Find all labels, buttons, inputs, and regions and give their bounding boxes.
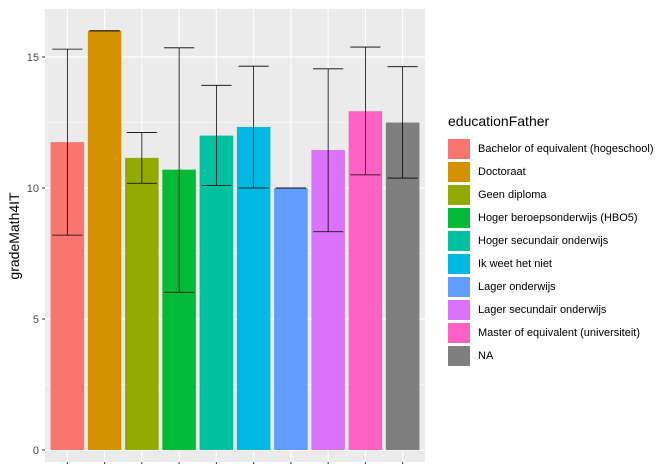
legend-label: Hoger beroepsonderwijs (HBO5) bbox=[478, 211, 638, 224]
legend-item: Hoger beroepsonderwijs (HBO5) bbox=[448, 206, 654, 229]
legend-key bbox=[448, 345, 470, 366]
bar-4 bbox=[199, 135, 234, 450]
legend-item: Lager secundair onderwijs bbox=[448, 298, 654, 321]
legend-item: Lager onderwijs bbox=[448, 275, 654, 298]
legend-key bbox=[448, 184, 470, 205]
legend-label: Lager onderwijs bbox=[478, 280, 556, 293]
legend-items: Bachelor of equivalent (hogeschool) Docto… bbox=[448, 137, 654, 367]
legend-label: Bachelor of equivalent (hogeschool) bbox=[478, 142, 654, 155]
legend-item: Doctoraat bbox=[448, 160, 654, 183]
legend-item: Hoger secundair onderwijs bbox=[448, 229, 654, 252]
legend-key bbox=[448, 230, 470, 251]
legend-key bbox=[448, 299, 470, 320]
legend-label: Lager secundair onderwijs bbox=[478, 303, 607, 316]
legend-key bbox=[448, 161, 470, 182]
legend-item: Ik weet het niet bbox=[448, 252, 654, 275]
error-bar-0 bbox=[52, 48, 83, 236]
legend-label: Geen diploma bbox=[478, 188, 547, 201]
legend-label: Master of equivalent (universiteit) bbox=[478, 326, 641, 339]
legend-item: Bachelor of equivalent (hogeschool) bbox=[448, 137, 654, 160]
bar-2 bbox=[125, 157, 159, 450]
y-tick-label: 0 bbox=[33, 445, 39, 457]
legend-label: Hoger secundair onderwijs bbox=[478, 234, 609, 247]
legend-label: Ik weet het niet bbox=[478, 257, 552, 270]
error-bar-8 bbox=[350, 46, 381, 176]
bars bbox=[50, 30, 420, 451]
error-bar-7 bbox=[313, 68, 344, 233]
error-bar-9 bbox=[387, 66, 418, 179]
error-bar-3 bbox=[164, 47, 195, 293]
y-tick-label: 10 bbox=[27, 183, 39, 195]
y-axis: 0 5 10 15 bbox=[27, 52, 45, 457]
legend-item: Geen diploma bbox=[448, 183, 654, 206]
error-bars bbox=[52, 30, 418, 293]
legend-label: NA bbox=[478, 349, 494, 362]
bar-1 bbox=[87, 30, 122, 451]
legend-key bbox=[448, 253, 470, 274]
legend: educationFather Bachelor of equivalent (… bbox=[448, 113, 654, 367]
y-tick-label: 5 bbox=[33, 314, 39, 326]
legend-key bbox=[448, 322, 470, 343]
y-tick-label: 15 bbox=[27, 52, 39, 64]
error-bar-4 bbox=[201, 84, 232, 186]
error-bar-5 bbox=[238, 65, 269, 189]
legend-key bbox=[448, 138, 470, 159]
y-axis-title: gradeMath4IT bbox=[6, 192, 22, 280]
legend-label: Doctoraat bbox=[478, 165, 526, 178]
legend-item: NA bbox=[448, 344, 654, 367]
legend-key bbox=[448, 207, 470, 228]
legend-item: Master of equivalent (universiteit) bbox=[448, 321, 654, 344]
bar-6 bbox=[274, 188, 308, 450]
legend-title: educationFather bbox=[448, 113, 550, 129]
legend-key bbox=[448, 276, 470, 297]
error-bar-2 bbox=[126, 132, 157, 184]
